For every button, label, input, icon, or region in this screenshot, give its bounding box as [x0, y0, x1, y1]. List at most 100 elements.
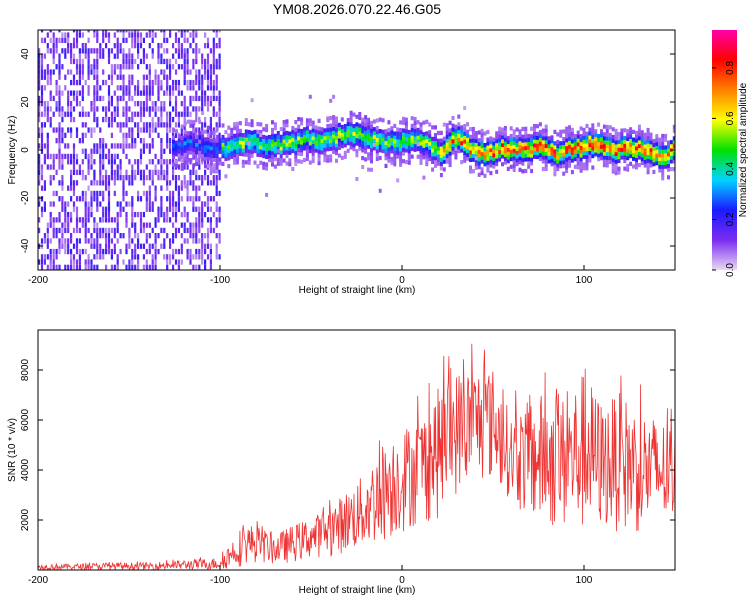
heatmap-cell-925: [142, 101, 145, 107]
heatmap-cell-2199: [358, 135, 362, 140]
heatmap-cell-2204: [358, 112, 362, 117]
heatmap-cell-1996: [294, 120, 298, 125]
heatmap-cell-1914: [271, 150, 274, 156]
heatmap-cell-1909: [268, 138, 271, 143]
heatmap-cell-2943: [582, 139, 586, 144]
heatmap-cell-175: [58, 217, 61, 223]
heatmap-cell-2697: [509, 157, 513, 162]
heatmap-cell-28: [40, 264, 44, 270]
heatmap-cell-1620: [209, 243, 212, 249]
heatmap-cell-510: [96, 201, 99, 207]
heatmap-cell-2947: [585, 166, 589, 171]
heatmap-cell-1357: [186, 48, 189, 54]
heatmap-cell-2744: [521, 126, 525, 132]
heatmap-cell-560: [102, 211, 105, 218]
heatmap-cell-130: [52, 233, 55, 239]
heatmap-cell-1524: [201, 159, 204, 165]
heatmap-cell-664: [113, 180, 116, 186]
heatmap-cell-860: [137, 259, 140, 265]
heatmap-cell-2165: [346, 125, 350, 130]
heatmap-cell-1985: [291, 125, 295, 131]
heatmap-cell-864: [137, 233, 140, 239]
heatmap-cell-217: [61, 127, 64, 133]
heatmap-cell-1869: [256, 141, 260, 146]
heatmap-cell-2919: [576, 153, 580, 158]
heatmap-cell-821: [131, 138, 134, 144]
heatmap-cell-2189: [355, 137, 359, 142]
heatmap-cell-847: [134, 143, 137, 149]
heatmap-cell-2123: [332, 94, 336, 99]
heatmap-cell-2508: [451, 146, 455, 151]
heatmap-cell-2288: [384, 144, 388, 149]
heatmap-cell-850: [134, 111, 137, 117]
heatmap-cell-500: [93, 30, 96, 33]
heatmap-cell-255: [67, 185, 70, 191]
heatmap-cell-770: [125, 106, 128, 112]
heatmap-cell-3034: [611, 154, 615, 159]
heatmap-cell-1682: [212, 146, 216, 151]
heatmap-cell-1596: [206, 95, 210, 102]
heatmap-cell-2953: [585, 143, 589, 148]
heatmap-cell-2921: [576, 146, 580, 151]
heatmap-cell-2108: [329, 131, 333, 136]
heatmap-cell-843: [134, 211, 137, 218]
heatmap-cell-177: [58, 196, 61, 202]
heatmap-cell-2296: [387, 147, 391, 152]
heatmap-cell-1823: [241, 144, 245, 149]
heatmap-cell-748: [122, 53, 125, 59]
heatmap-cell-102: [49, 264, 52, 270]
heatmap-cell-3125: [637, 128, 641, 133]
heatmap-cell-1616: [209, 264, 212, 270]
heatmap-cell-2939: [582, 154, 586, 159]
heatmap-cell-997: [151, 169, 154, 175]
heatmap-cell-1481: [198, 238, 201, 244]
heatmap-cell-387: [81, 122, 84, 128]
heatmap-cell-1355: [186, 58, 189, 65]
heatmap-cell-537: [99, 217, 102, 223]
heatmap-cell-39: [40, 164, 44, 170]
heatmap-cell-712: [119, 169, 122, 175]
heatmap-cell-227: [64, 248, 67, 255]
heatmap-cell-1159: [169, 69, 172, 75]
heatmap-cell-753: [125, 264, 128, 270]
heatmap-cell-286: [70, 127, 73, 133]
heatmap-cell-2806: [541, 140, 545, 145]
heatmap-cell-831: [131, 53, 134, 59]
heatmap-cell-1321: [183, 48, 186, 54]
heatmap-cell-1513: [201, 248, 204, 255]
heatmap-cell-3074: [623, 151, 627, 156]
heatmap-cell-2195: [355, 177, 359, 181]
heatmap-cell-3109: [635, 157, 638, 162]
heatmap-cell-2273: [378, 132, 382, 138]
heatmap-cell-1426: [192, 155, 196, 160]
heatmap-cell-594: [105, 169, 108, 175]
heatmap-cell-794: [128, 95, 131, 102]
heatmap-cell-2110: [329, 123, 333, 128]
heatmap-cell-3072: [623, 158, 627, 164]
heatmap-cell-3121: [637, 143, 641, 148]
heatmap-cell-1225: [174, 163, 178, 168]
heatmap-cell-3167: [652, 162, 656, 167]
heatmap-cell-1656: [212, 180, 215, 186]
heatmap-cell-2616: [483, 162, 487, 167]
heatmap-cell-1033: [154, 101, 157, 107]
heatmap-cell-1503: [198, 150, 202, 155]
heatmap-cell-196: [58, 64, 61, 70]
heatmap-cell-1814: [238, 140, 242, 145]
heatmap-cell-3108: [635, 161, 638, 166]
heatmap-cell-631: [107, 48, 111, 54]
heatmap-cell-1584: [206, 201, 210, 207]
heatmap-cell-104: [49, 254, 52, 260]
heatmap-cell-1294: [180, 136, 184, 141]
heatmap-cell-2562: [466, 122, 470, 127]
heatmap-cell-3186: [658, 153, 662, 158]
heatmap-cell-2436: [428, 122, 432, 127]
heatmap-cell-3071: [623, 166, 627, 171]
heatmap-cell-2582: [471, 126, 475, 132]
heatmap-cell-834: [131, 32, 134, 38]
heatmap-cell-2276: [378, 188, 382, 193]
heatmap-cell-2555: [466, 152, 470, 157]
heatmap-cell-540: [99, 180, 102, 186]
heatmap-cell-65: [43, 180, 46, 186]
heatmap-cell-1519: [201, 211, 204, 218]
